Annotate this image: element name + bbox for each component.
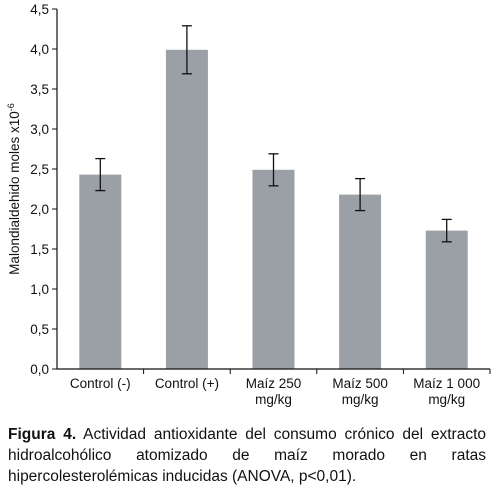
y-axis-ticks: 0,0 0,5 1,0 1,5 2,0 2,5 3,0 3,5 4,0 4,5 bbox=[30, 2, 57, 377]
x-tick-label: Control (-) bbox=[70, 376, 131, 391]
caption-text: Actividad antioxidante del consumo cróni… bbox=[8, 426, 486, 485]
x-tick-label: Maíz 250 bbox=[246, 376, 302, 391]
x-axis-ticks: Control (-) Control (+) Maíz 250mg/kgMaíz … bbox=[70, 369, 491, 407]
x-tick-label: mg/kg bbox=[428, 392, 465, 407]
y-tick-label: 0,5 bbox=[30, 322, 49, 337]
y-tick-label: 3,5 bbox=[30, 82, 49, 97]
x-tick-label: Maíz 500 bbox=[332, 376, 388, 391]
bars bbox=[79, 49, 468, 370]
x-tick-label: Maíz 1 000 bbox=[413, 376, 480, 391]
bar bbox=[339, 194, 382, 369]
y-tick-label: 0,0 bbox=[30, 362, 49, 377]
caption-label: Figura 4. bbox=[8, 426, 77, 443]
bar bbox=[425, 230, 468, 369]
x-tick-label: Control (+) bbox=[155, 376, 219, 391]
y-tick-label: 3,0 bbox=[30, 122, 49, 137]
y-axis-title: Malondialdehido moles x10-6 bbox=[6, 103, 22, 275]
y-tick-label: 1,0 bbox=[30, 282, 49, 297]
x-tick-label: mg/kg bbox=[342, 392, 379, 407]
error-bars bbox=[95, 25, 452, 243]
y-tick-label: 4,0 bbox=[30, 42, 49, 57]
bar bbox=[79, 174, 122, 369]
y-tick-label: 2,5 bbox=[30, 162, 49, 177]
y-axis-label: Malondialdehido moles x10-6 bbox=[6, 103, 22, 275]
bar bbox=[165, 49, 208, 370]
bar bbox=[252, 169, 295, 369]
axes bbox=[56, 9, 490, 370]
y-tick-label: 4,5 bbox=[30, 2, 49, 17]
figure-caption: Figura 4. Actividad antioxidante del con… bbox=[8, 424, 486, 487]
y-tick-label: 1,5 bbox=[30, 242, 49, 257]
bar-chart: Malondialdehido moles x10-6 0,0 0,5 1,0 1,5… bbox=[6, 2, 491, 407]
x-tick-label: mg/kg bbox=[255, 392, 292, 407]
y-tick-label: 2,0 bbox=[30, 202, 49, 217]
